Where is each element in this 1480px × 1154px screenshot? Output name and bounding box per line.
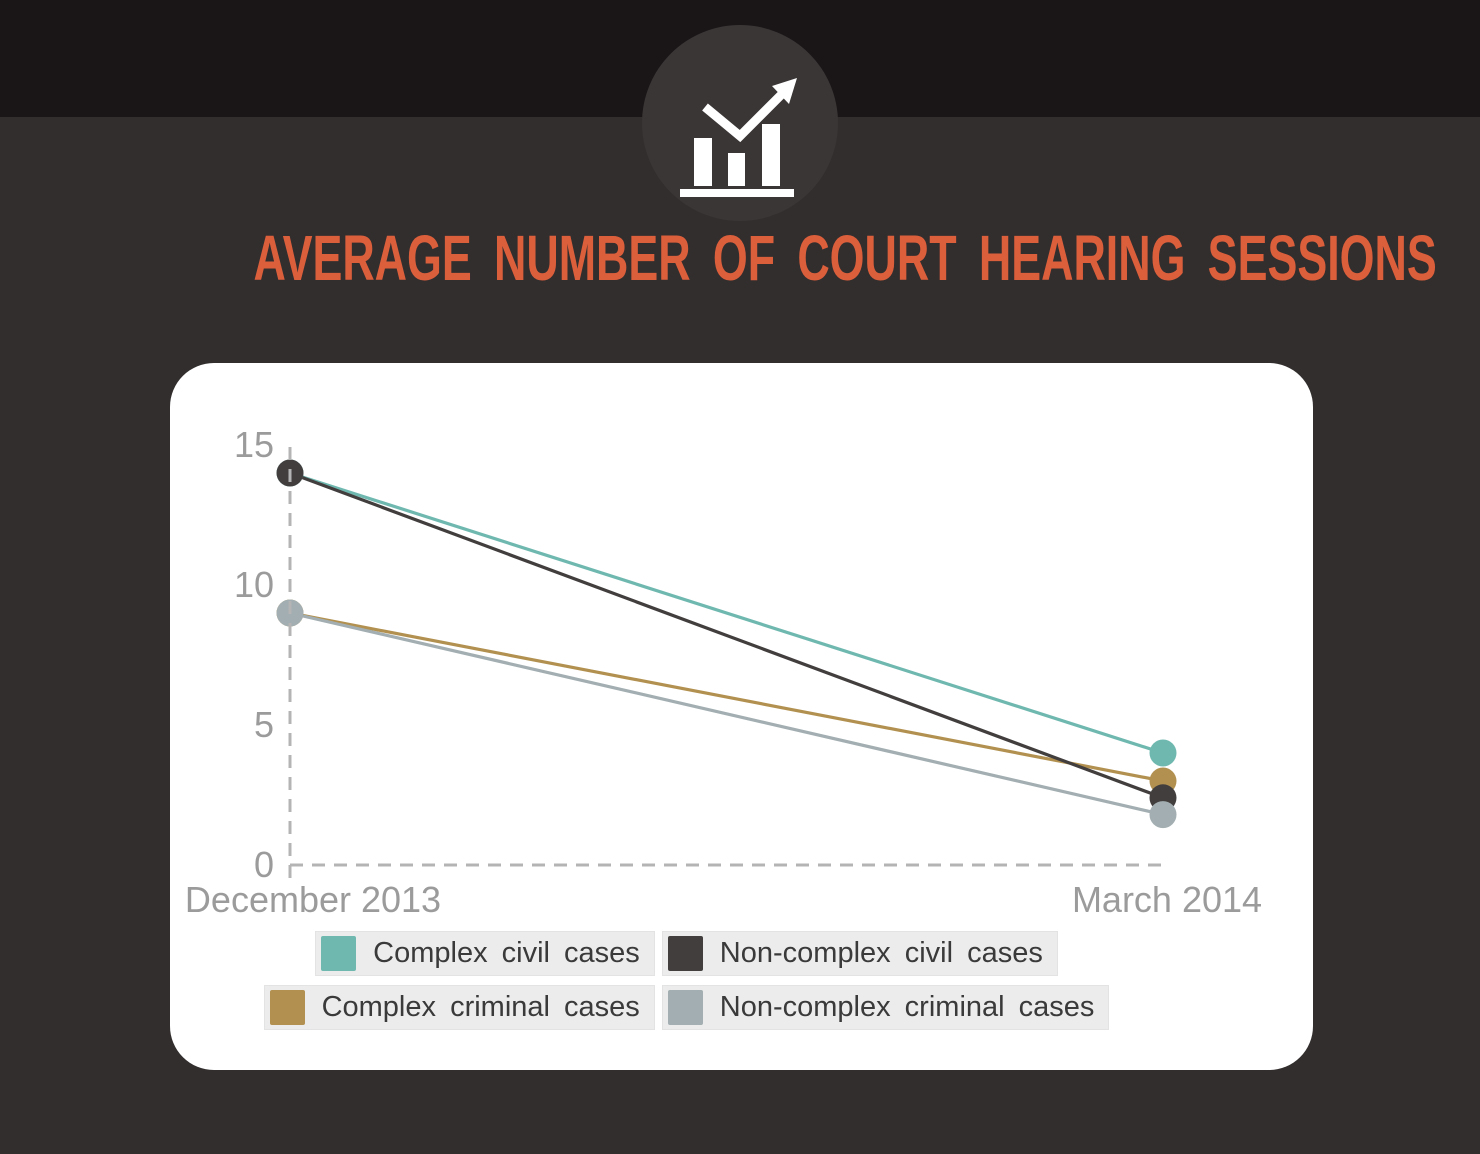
x-axis-label: December 2013 <box>185 879 441 920</box>
legend-label: Complex criminal cases <box>321 991 640 1023</box>
chart-legend: Complex civil cases Non-complex civil cas… <box>170 931 1203 1030</box>
legend-swatch <box>667 936 703 971</box>
legend-swatch <box>667 990 703 1025</box>
series-line <box>289 471 1164 755</box>
legend-item: Complex civil cases <box>315 931 655 976</box>
page-title-wrap: AVERAGE NUMBER OF COURT HEARING SESSIONS <box>0 226 1480 290</box>
legend-item: Non-complex civil cases <box>661 931 1058 976</box>
page-title: AVERAGE NUMBER OF COURT HEARING SESSIONS <box>253 222 1437 294</box>
y-tick-label: 10 <box>234 564 274 605</box>
series-line <box>289 611 1164 817</box>
legend-swatch <box>321 936 357 971</box>
chart-icon-circle <box>642 25 838 221</box>
legend-label: Non-complex civil cases <box>719 937 1043 969</box>
legend-item: Non-complex criminal cases <box>661 985 1110 1030</box>
chart-card: 0 5 10 15 December 2013 March 2014 Complex ci… <box>170 363 1313 1070</box>
legend-label: Non-complex criminal cases <box>719 991 1095 1023</box>
series-line <box>289 471 1164 800</box>
bar-chart-trend-icon <box>680 77 797 197</box>
legend-label: Complex civil cases <box>373 937 640 969</box>
x-axis-label: March 2014 <box>1072 879 1262 920</box>
data-point <box>1149 739 1177 767</box>
legend-row: Complex civil cases Non-complex civil cas… <box>315 931 1058 976</box>
line-chart: 0 5 10 15 December 2013 March 2014 <box>185 424 1262 920</box>
y-tick-label: 0 <box>254 844 274 885</box>
legend-item: Complex criminal cases <box>263 985 655 1030</box>
series-line <box>289 611 1164 783</box>
y-tick-label: 5 <box>254 704 274 745</box>
legend-swatch <box>269 990 305 1025</box>
legend-row: Complex criminal cases Non-complex crimin… <box>263 985 1110 1030</box>
data-point <box>1149 801 1177 829</box>
y-tick-label: 15 <box>234 424 274 465</box>
